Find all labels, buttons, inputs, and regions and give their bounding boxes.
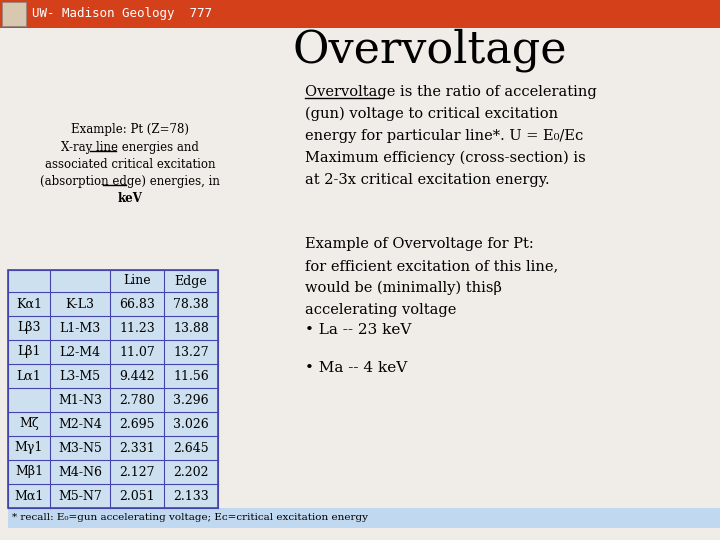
Text: Mζ: Mζ [19,417,39,430]
Text: 2.331: 2.331 [119,442,155,455]
Text: K-L3: K-L3 [66,298,94,310]
Text: 3.026: 3.026 [173,417,209,430]
Text: 13.27: 13.27 [174,346,209,359]
Text: 13.88: 13.88 [173,321,209,334]
Text: (absorption edge) energies, in: (absorption edge) energies, in [40,174,220,187]
Text: UW- Madison Geology  777: UW- Madison Geology 777 [32,8,212,21]
Text: Edge: Edge [175,274,207,287]
Text: 11.07: 11.07 [119,346,155,359]
Text: 2.645: 2.645 [174,442,209,455]
Text: keV: keV [117,192,143,205]
Text: * recall: E₀=gun accelerating voltage; Eᴄ=critical excitation energy: * recall: E₀=gun accelerating voltage; E… [12,514,368,523]
Text: 9.442: 9.442 [120,369,155,382]
Bar [2,2,26,26]
Text: 2.780: 2.780 [120,394,155,407]
Text: Lβ3: Lβ3 [17,321,41,334]
Text: would be (minimally) thisβ: would be (minimally) thisβ [305,281,502,295]
Text: Maximum efficiency (cross-section) is: Maximum efficiency (cross-section) is [305,151,586,165]
Text: 2.695: 2.695 [120,417,155,430]
Text: Kα1: Kα1 [16,298,42,310]
Bar [8,508,720,528]
Text: Lβ1: Lβ1 [17,346,41,359]
Text: Mβ1: Mβ1 [15,465,43,478]
Text: 11.56: 11.56 [173,369,209,382]
Text: Overvoltage: Overvoltage [293,28,567,72]
Text: M1-N3: M1-N3 [58,394,102,407]
Text: associated critical excitation: associated critical excitation [45,158,215,171]
Text: energy for particular line*. U = E₀/Eᴄ: energy for particular line*. U = E₀/Eᴄ [305,129,583,143]
Text: (gun) voltage to critical excitation: (gun) voltage to critical excitation [305,107,558,121]
Text: 3.296: 3.296 [174,394,209,407]
Text: X-ray line energies and: X-ray line energies and [61,140,199,153]
Text: M3-N5: M3-N5 [58,442,102,455]
Text: 2.133: 2.133 [173,489,209,503]
Bar [8,270,218,508]
Text: 66.83: 66.83 [119,298,155,310]
Bar [0,0,720,28]
Text: 2.051: 2.051 [120,489,155,503]
Text: 78.38: 78.38 [173,298,209,310]
Text: Line: Line [123,274,150,287]
Text: Mα1: Mα1 [14,489,44,503]
Text: • Ma -- 4 keV: • Ma -- 4 keV [305,361,408,375]
Text: 11.23: 11.23 [119,321,155,334]
Text: M4-N6: M4-N6 [58,465,102,478]
Text: • La -- 23 keV: • La -- 23 keV [305,323,411,337]
Text: accelerating voltage: accelerating voltage [305,303,456,317]
Text: Lα1: Lα1 [17,369,41,382]
Text: 2.202: 2.202 [174,465,209,478]
Text: M2-N4: M2-N4 [58,417,102,430]
Text: L2-M4: L2-M4 [60,346,101,359]
Text: Overvoltage is the ratio of accelerating: Overvoltage is the ratio of accelerating [305,85,597,99]
Text: Mγ1: Mγ1 [15,442,43,455]
Text: 2.127: 2.127 [120,465,155,478]
Text: at 2-3x critical excitation energy.: at 2-3x critical excitation energy. [305,173,549,187]
Text: for efficient excitation of this line,: for efficient excitation of this line, [305,259,558,273]
Text: L3-M5: L3-M5 [60,369,101,382]
Text: L1-M3: L1-M3 [59,321,101,334]
Text: Example of Overvoltage for Pt:: Example of Overvoltage for Pt: [305,237,534,251]
Text: M5-N7: M5-N7 [58,489,102,503]
Text: Example: Pt (Z=78): Example: Pt (Z=78) [71,124,189,137]
